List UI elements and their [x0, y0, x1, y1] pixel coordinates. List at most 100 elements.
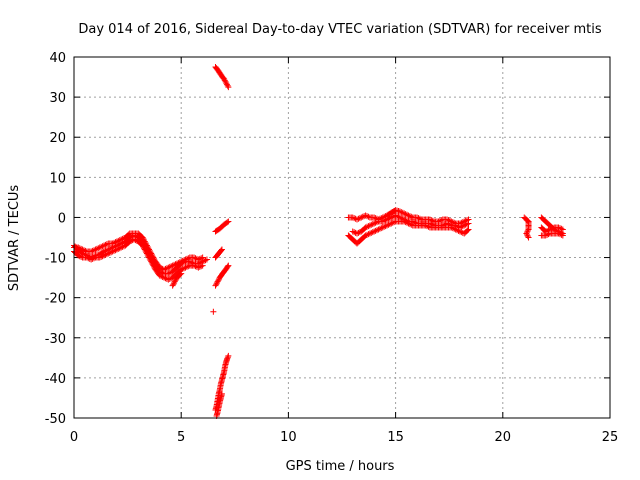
data-point: [82, 247, 89, 254]
data-point: [549, 225, 556, 232]
data-point: [349, 228, 356, 235]
data-point: [224, 219, 231, 226]
data-point: [101, 252, 108, 259]
data-point: [544, 227, 551, 234]
data-point: [224, 263, 231, 270]
y-tick-label: -10: [45, 252, 66, 267]
data-point: [115, 245, 122, 252]
plot-frame: [73, 56, 611, 419]
data-point: [221, 76, 228, 83]
data-point: [351, 229, 358, 236]
data-point: [112, 247, 119, 254]
data-point: [166, 269, 173, 276]
data-point: [396, 208, 403, 215]
data-point: [106, 249, 113, 256]
data-point: [225, 262, 232, 269]
data-point: [465, 226, 472, 233]
data-point: [372, 227, 379, 234]
data-point: [382, 217, 389, 224]
data-point: [195, 256, 202, 263]
data-point: [524, 231, 531, 238]
data-point: [365, 213, 372, 220]
data-point: [399, 215, 406, 222]
data-point: [76, 245, 83, 252]
data-point: [118, 236, 125, 243]
data-point: [91, 247, 98, 254]
data-point: [429, 221, 436, 228]
data-point: [365, 223, 372, 230]
data-point: [176, 259, 183, 266]
x-axis-label: GPS time / hours: [286, 459, 395, 474]
data-point: [171, 261, 178, 268]
data-point: [525, 234, 532, 241]
data-point: [96, 244, 103, 251]
data-point: [148, 258, 155, 265]
data-point: [376, 225, 383, 232]
data-point: [374, 219, 381, 226]
data-point: [555, 230, 562, 237]
data-point: [444, 220, 451, 227]
data-point: [349, 214, 356, 221]
data-point: [183, 263, 190, 270]
data-point: [143, 250, 150, 257]
data-point: [140, 243, 147, 250]
data-point: [366, 222, 373, 229]
data-point: [441, 221, 448, 228]
data-point: [103, 251, 110, 258]
data-point: [374, 227, 381, 234]
x-tick-label: 5: [177, 430, 185, 445]
data-point: [149, 261, 156, 268]
data-point: [119, 235, 126, 242]
x-tick-label: 10: [280, 430, 297, 445]
data-point: [85, 255, 92, 262]
data-point: [351, 215, 358, 222]
data-point: [141, 245, 148, 252]
data-point: [212, 282, 219, 289]
data-point: [163, 265, 170, 272]
data-point: [143, 249, 150, 256]
data-point: [368, 229, 375, 236]
data-point: [464, 227, 471, 234]
data-point: [148, 259, 155, 266]
data-point: [196, 255, 203, 262]
data-point: [524, 227, 531, 234]
data-point: [401, 216, 408, 223]
data-point: [406, 213, 413, 220]
data-point: [170, 281, 177, 288]
data-point: [364, 223, 371, 230]
data-point: [404, 217, 411, 224]
data-point: [225, 352, 232, 359]
data-point: [147, 257, 154, 264]
data-point: [391, 219, 398, 226]
y-tick-label: -50: [45, 412, 66, 427]
data-point: [362, 232, 369, 239]
data-point: [165, 264, 172, 271]
data-point: [165, 270, 172, 277]
data-point: [198, 255, 205, 262]
data-point: [78, 253, 85, 260]
data-point: [141, 238, 148, 245]
data-point: [223, 81, 230, 88]
data-point: [88, 256, 95, 263]
data-point: [385, 221, 392, 228]
data-point: [401, 210, 408, 217]
data-point: [158, 265, 165, 272]
data-point: [465, 220, 472, 227]
data-point: [362, 212, 369, 219]
data-point: [356, 215, 363, 222]
data-point: [369, 229, 376, 236]
y-tick-label: -30: [45, 332, 66, 347]
data-point: [196, 263, 203, 270]
data-point: [139, 242, 146, 249]
data-point: [392, 212, 399, 219]
data-point: [415, 215, 422, 222]
data-point: [525, 226, 532, 233]
data-point: [364, 213, 371, 220]
data-point: [181, 257, 188, 264]
data-point: [199, 262, 206, 269]
data-point: [210, 308, 217, 315]
y-tick-label: 20: [49, 131, 66, 146]
data-point: [523, 230, 530, 237]
x-tick-label: 15: [387, 430, 404, 445]
data-point: [142, 239, 149, 246]
